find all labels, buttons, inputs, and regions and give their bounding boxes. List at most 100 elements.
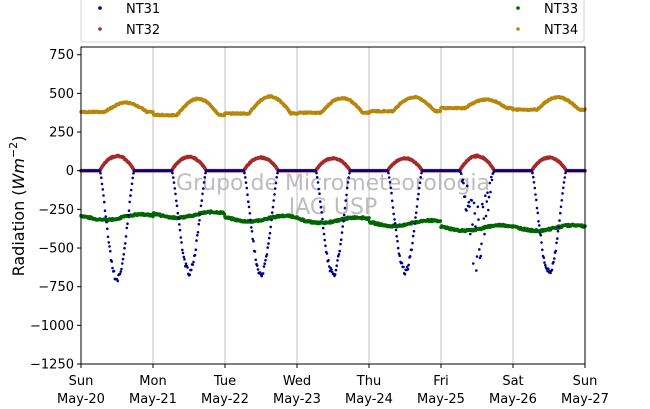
point-nt31	[558, 219, 561, 222]
point-nt31	[268, 231, 272, 235]
point-nt31	[543, 261, 546, 264]
point-nt31	[530, 169, 534, 172]
point-nt31	[260, 274, 264, 278]
watermark-line-1: Grupo de Micrometeorologia	[176, 171, 490, 196]
point-nt31	[182, 255, 186, 259]
point-nt31	[188, 273, 192, 277]
point-nt31	[347, 176, 351, 179]
y-tick-label: −1250	[30, 358, 74, 373]
y-tick-label: −500	[38, 242, 74, 257]
point-nt31	[264, 258, 267, 262]
point-nt31	[132, 171, 135, 175]
point-nt31	[397, 252, 401, 255]
point-nt31	[390, 199, 394, 203]
point-nt31	[255, 264, 259, 267]
point-nt31	[532, 181, 536, 184]
point-nt31	[338, 249, 342, 253]
point-nt31	[112, 269, 116, 273]
point-nt31	[264, 255, 268, 258]
point-nt31	[341, 225, 345, 228]
point-nt31	[107, 241, 111, 244]
point-nt31	[345, 186, 349, 190]
point-nt31	[325, 252, 329, 255]
point-nt31	[270, 211, 274, 214]
point-nt31	[563, 176, 567, 179]
point-nt31	[124, 242, 127, 245]
point-nt31	[98, 169, 102, 172]
point-nt31	[531, 171, 534, 175]
point-nt31	[478, 248, 481, 251]
point-nt31	[335, 264, 339, 268]
point-nt31	[337, 253, 341, 256]
point-nt31	[344, 199, 348, 202]
point-nt31	[559, 211, 562, 215]
point-nt31	[415, 205, 419, 208]
point-nt31	[317, 187, 321, 191]
point-nt31	[538, 224, 541, 227]
point-nt31	[533, 186, 537, 190]
point-nt31	[339, 242, 342, 246]
legend-label: NT31	[126, 2, 160, 17]
point-nt31	[416, 197, 420, 201]
point-nt31	[535, 206, 539, 210]
point-nt31	[129, 188, 133, 192]
point-nt31	[316, 181, 320, 184]
point-nt31	[247, 200, 250, 203]
point-nt31	[193, 253, 197, 257]
point-nt31	[314, 169, 318, 172]
point-nt31	[180, 241, 183, 244]
legend: NT31 NT32 NT33 NT34	[80, 0, 585, 43]
point-nt31	[111, 266, 114, 270]
point-nt31	[171, 171, 174, 175]
point-nt31	[387, 176, 391, 179]
point-nt31	[131, 176, 134, 180]
point-nt31	[119, 270, 123, 273]
point-nt31	[196, 231, 200, 234]
point-nt31	[273, 187, 277, 190]
point-nt31	[247, 205, 251, 209]
data-points	[79, 94, 587, 283]
point-nt31	[468, 205, 471, 208]
x-tick-label-date: May-24	[345, 392, 393, 407]
legend-marker	[98, 27, 102, 31]
point-nt31	[126, 222, 129, 225]
x-tick-label-date: May-20	[57, 392, 105, 407]
point-nt31	[324, 244, 327, 248]
point-nt31	[556, 229, 560, 233]
point-nt31	[417, 192, 420, 196]
point-nt31	[129, 194, 132, 197]
point-nt31	[402, 265, 405, 269]
point-nt31	[127, 209, 131, 212]
point-nt31	[100, 176, 103, 179]
point-nt31	[462, 181, 465, 185]
point-nt31	[190, 268, 193, 272]
point-nt31	[246, 193, 249, 196]
point-nt31	[315, 171, 318, 175]
point-nt31	[106, 235, 110, 239]
point-nt31	[336, 259, 339, 262]
point-nt31	[130, 182, 134, 186]
point-nt31	[534, 193, 537, 196]
x-tick-label-date: May-26	[489, 392, 537, 407]
x-tick-label-day: Sun	[69, 374, 94, 389]
point-nt31	[334, 268, 338, 272]
point-nt31	[557, 225, 561, 229]
point-nt31	[198, 219, 201, 222]
point-nt31	[275, 176, 279, 179]
point-nt31	[420, 171, 423, 175]
point-nt31	[556, 237, 559, 240]
point-nt31	[266, 246, 270, 249]
point-nt31	[199, 213, 202, 216]
point-nt31	[559, 205, 563, 209]
point-nt31	[552, 260, 555, 264]
point-nt31	[121, 257, 125, 261]
point-nt31	[181, 248, 184, 252]
x-tick-label-date: May-25	[417, 392, 465, 407]
point-nt31	[343, 206, 347, 210]
point-nt31	[265, 253, 269, 256]
point-nt31	[412, 229, 416, 233]
point-nt31	[274, 181, 278, 185]
point-nt31	[102, 194, 105, 197]
point-nt31	[252, 239, 255, 243]
